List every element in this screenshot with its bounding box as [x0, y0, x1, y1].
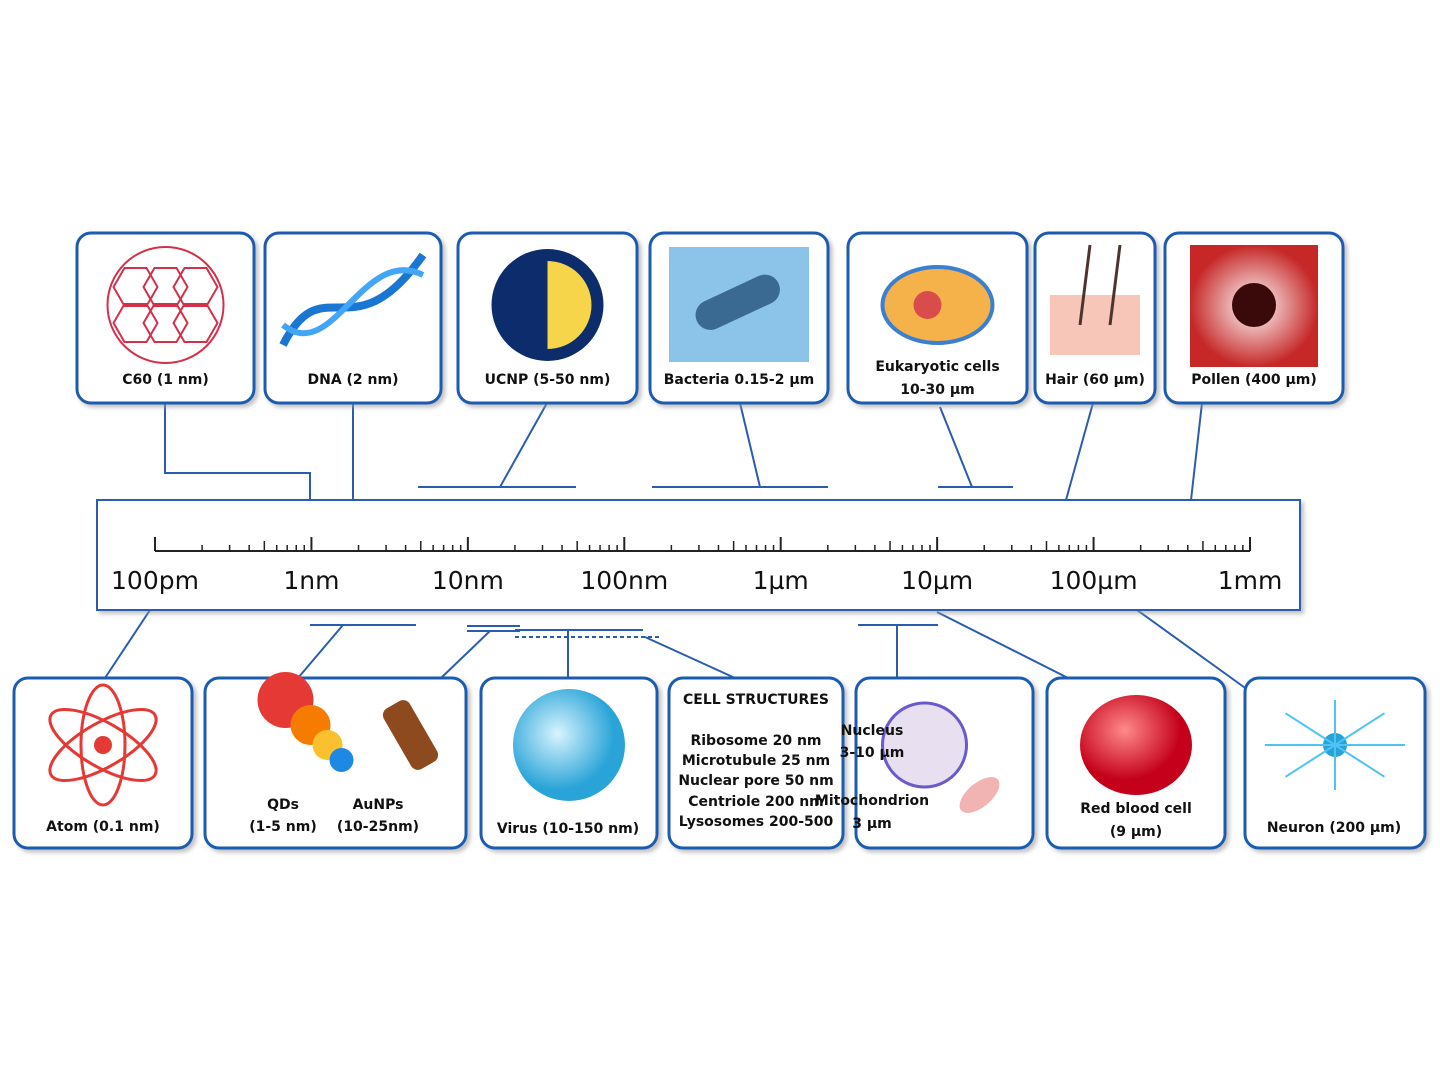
scale-label: 10µm	[901, 566, 973, 595]
icon	[1284, 712, 1336, 746]
item-label: Ribosome 20 nm	[690, 733, 821, 749]
connector	[1190, 402, 1203, 501]
connector	[1136, 609, 1249, 691]
icon	[172, 266, 219, 308]
item-label: UCNP (5-50 nm)	[485, 372, 611, 388]
item-label: AuNPs	[353, 797, 404, 813]
icon	[1050, 295, 1140, 355]
item-label: QDs	[267, 797, 299, 813]
item-label: DNA (2 nm)	[307, 372, 398, 388]
item-label: 3 µm	[852, 816, 892, 832]
connector	[936, 611, 1069, 679]
icon	[281, 267, 425, 337]
item-label: C60 (1 nm)	[122, 372, 209, 388]
icon	[695, 274, 780, 330]
item-label: (10-25nm)	[337, 819, 419, 835]
connectors	[104, 402, 1249, 691]
icon	[112, 266, 159, 308]
connector	[104, 609, 151, 679]
icon	[1334, 744, 1386, 778]
icon	[112, 302, 159, 344]
icon	[48, 707, 158, 783]
icon	[329, 748, 354, 772]
connector	[939, 406, 973, 488]
item-label: Eukaryotic cells	[875, 359, 999, 375]
icon	[79, 683, 127, 807]
item-label: Mitochondrion	[815, 793, 929, 809]
connector	[1065, 402, 1094, 501]
connector	[297, 624, 344, 679]
item-label: Nuclear pore 50 nm	[678, 773, 833, 789]
icon	[94, 736, 112, 754]
icon	[1284, 744, 1336, 778]
icon	[881, 701, 968, 789]
scale-label: 100µm	[1050, 566, 1138, 595]
item-label: 3-10 µm	[840, 745, 905, 761]
icon	[959, 777, 1000, 813]
item-label: Virus (10-150 nm)	[497, 821, 639, 837]
icon	[1108, 244, 1122, 326]
item-label: Hair (60 µm)	[1045, 372, 1145, 388]
item-label: (1-5 nm)	[249, 819, 317, 835]
icon	[106, 246, 225, 364]
scale-label: 1mm	[1218, 566, 1283, 595]
scale-label: 100pm	[111, 566, 199, 595]
item-label: Microtubule 25 nm	[682, 753, 830, 769]
connector	[164, 403, 311, 500]
connector	[644, 636, 736, 679]
item-box	[263, 231, 443, 405]
icon	[913, 291, 942, 319]
item-label: Nucleus	[841, 723, 904, 739]
icon	[1080, 695, 1192, 795]
item-label: Centriole 200 nm	[688, 794, 824, 810]
item-label: Red blood cell	[1080, 801, 1192, 817]
item-label: Pollen (400 µm)	[1191, 372, 1317, 388]
item-label: 10-30 µm	[900, 382, 975, 398]
connector	[440, 630, 491, 679]
connector	[499, 402, 548, 488]
item-label: (9 µm)	[1110, 824, 1162, 840]
scale-label: 100nm	[580, 566, 668, 595]
item-box	[12, 676, 194, 850]
connector	[739, 402, 761, 488]
icon	[172, 302, 219, 344]
scale-label: 1µm	[753, 566, 809, 595]
icon	[513, 689, 625, 801]
item-box	[667, 676, 845, 850]
icon	[48, 707, 158, 783]
item-label: Atom (0.1 nm)	[46, 819, 160, 835]
scale-label: 10nm	[432, 566, 504, 595]
icon	[1078, 244, 1092, 326]
scale-label: 1nm	[283, 566, 339, 595]
item-label: Lysosomes 200-500	[679, 814, 834, 830]
item-label: Bacteria 0.15-2 µm	[664, 372, 815, 388]
scale-bar	[96, 499, 1301, 611]
icon	[382, 700, 439, 770]
icon	[1334, 712, 1386, 746]
icon	[547, 261, 592, 349]
icon	[142, 302, 189, 344]
item-label: Neuron (200 µm)	[1267, 820, 1401, 836]
item-label: CELL STRUCTURES	[683, 692, 829, 708]
icon	[142, 266, 189, 308]
icon	[1232, 283, 1276, 327]
